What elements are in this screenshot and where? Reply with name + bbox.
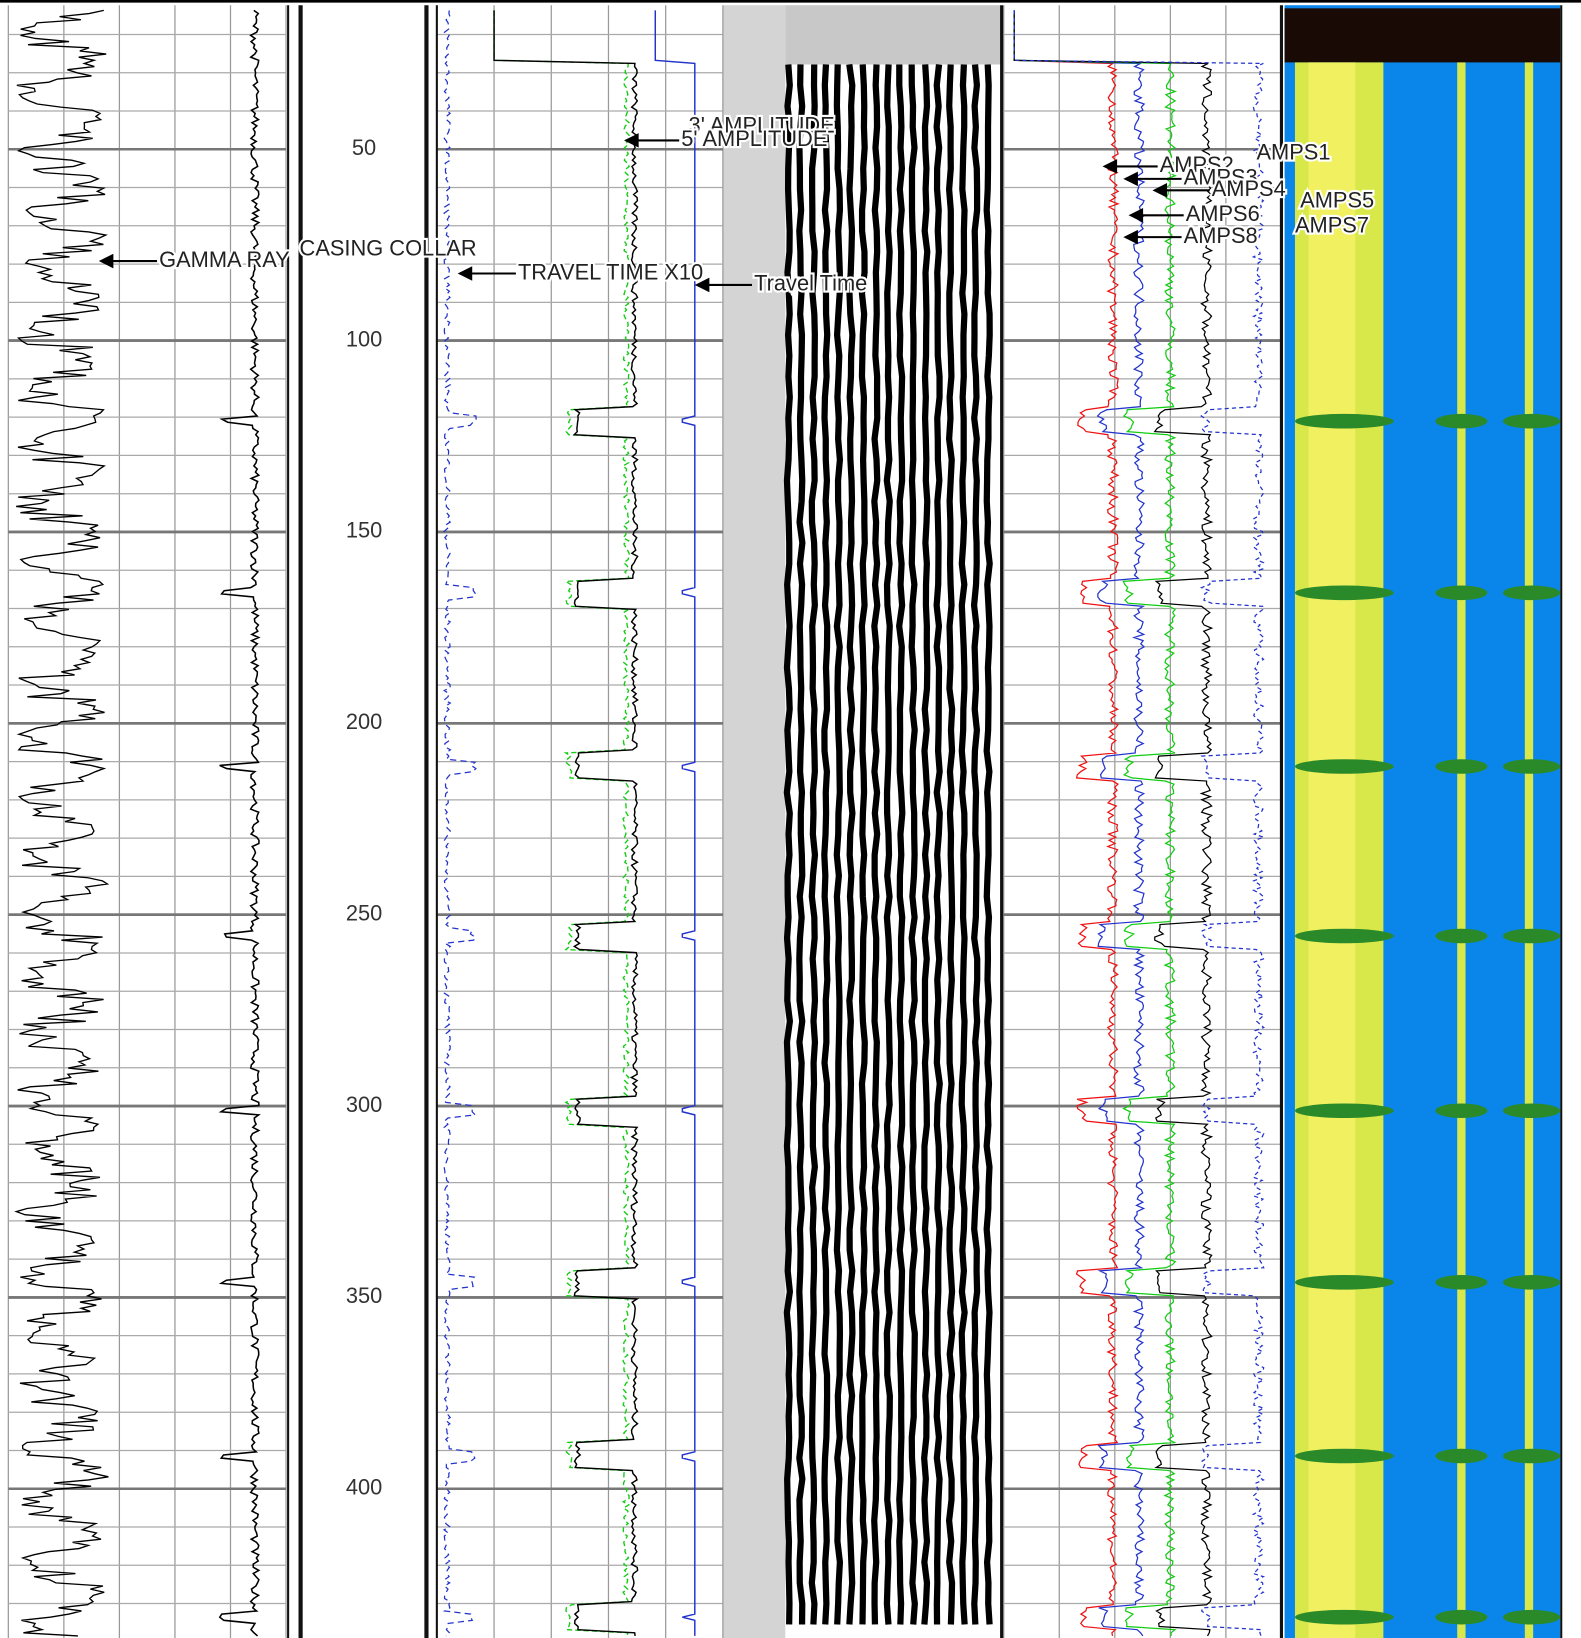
- curve-label: AMPS5: [1300, 188, 1374, 213]
- curve-label: AMPS7: [1295, 212, 1369, 237]
- cmap-collar: [1502, 1609, 1561, 1625]
- cmap-collar: [1435, 1448, 1488, 1464]
- travel-time-curve: [654, 10, 696, 1636]
- waveform-stripe: [833, 64, 844, 1625]
- cmap-line: [1457, 62, 1466, 1638]
- arrow-head: [694, 277, 710, 293]
- amps-curve: [1013, 10, 1178, 1636]
- cmap-line: [1524, 62, 1534, 1638]
- arrow-head: [1152, 183, 1168, 198]
- amplitude-5-curve: [493, 10, 640, 1637]
- depth-label: 50: [352, 135, 376, 160]
- waveform-stripe: [908, 64, 918, 1625]
- curve-label: 3' AMPLITUDE: [689, 113, 835, 138]
- curve-label: Travel Time: [754, 271, 867, 296]
- waveform-stripe: [958, 64, 968, 1625]
- waveform-top: [785, 5, 1001, 65]
- cmap-collar: [1502, 759, 1561, 774]
- depth-label: 150: [346, 518, 382, 543]
- amps-curve: [1013, 10, 1266, 1637]
- curve-label: AMPS4: [1212, 176, 1286, 201]
- arrow-head: [98, 253, 114, 269]
- cmap-collar: [1294, 1103, 1394, 1118]
- curve-label: AMPS2: [1160, 152, 1234, 177]
- curve-label: 5' AMPLITUDE: [681, 126, 827, 151]
- curve-label: AMPS3: [1184, 165, 1258, 190]
- cmap-collar: [1294, 585, 1394, 601]
- cmap-collar: [1294, 1448, 1394, 1464]
- waveform-stripe: [883, 64, 893, 1625]
- arrow-head: [1123, 171, 1138, 187]
- waveform-stripe: [846, 64, 856, 1625]
- cmap-collar: [1435, 928, 1488, 944]
- arrow-head: [1123, 229, 1138, 245]
- depth-label: 400: [346, 1475, 382, 1500]
- curve-label: TRAVEL TIME X10: [518, 259, 703, 284]
- cmap-collar: [1502, 585, 1561, 601]
- waveform-stripe: [796, 64, 806, 1625]
- waveform-stripe: [783, 64, 794, 1625]
- arrow-head: [624, 133, 639, 148]
- cmap-collar: [1435, 759, 1488, 774]
- amps-curve: [1013, 10, 1214, 1637]
- cmap-collar: [1435, 585, 1488, 601]
- waveform-stripe: [821, 64, 831, 1625]
- waveform-stripe: [871, 64, 881, 1625]
- cmap-collar: [1502, 413, 1561, 429]
- waveform-stripe: [808, 64, 819, 1625]
- amps-curve: [1013, 10, 1120, 1637]
- cmap-collar: [1294, 1609, 1394, 1625]
- cmap-band-core: [1308, 62, 1356, 1638]
- arrow-head: [457, 266, 473, 281]
- gamma-ray-curve: [14, 9, 110, 1637]
- waveform-stripe: [970, 64, 981, 1625]
- cmap-collar: [1435, 413, 1488, 429]
- cmap-collar: [1435, 1275, 1488, 1290]
- tracks: 50 100 150 200 250 300 350 400 GAMMA RAY CASING C…: [7, 5, 1563, 1638]
- amps-curve: [1013, 10, 1146, 1637]
- arrow-head: [1128, 208, 1144, 223]
- cmap-collar: [1294, 1275, 1394, 1290]
- curve-label: AMPS6: [1186, 201, 1260, 226]
- depth-label: 350: [346, 1283, 382, 1308]
- waveform-gray: [722, 5, 786, 1638]
- waveform-stripe: [921, 64, 931, 1625]
- waveform-stripe: [896, 64, 906, 1625]
- curve-label: AMPS8: [1184, 223, 1258, 248]
- curve-label: GAMMA RAY: [159, 247, 290, 272]
- cmap-top: [1284, 8, 1561, 63]
- curve-label: CASING COLLAR: [300, 235, 477, 260]
- cmap-collar: [1502, 1103, 1561, 1118]
- waveform-stripe: [983, 64, 993, 1625]
- casing-collar-curve: [218, 9, 261, 1637]
- waveform-stripe: [858, 64, 868, 1625]
- cmap-collar: [1435, 1609, 1488, 1625]
- cmap-collar: [1435, 1103, 1488, 1118]
- cmap-collar: [1294, 413, 1394, 429]
- cmap-collar: [1502, 928, 1561, 944]
- curve-label: AMPS1: [1256, 140, 1330, 165]
- waveform-stripe: [933, 64, 943, 1625]
- cmap-collar: [1502, 1448, 1561, 1464]
- depth-label: 300: [346, 1092, 382, 1117]
- cmap-collar: [1294, 928, 1394, 944]
- waveform-stripe: [945, 64, 956, 1625]
- depth-label: 100: [346, 326, 382, 351]
- depth-label: 250: [346, 900, 382, 925]
- arrow-head: [1102, 159, 1118, 174]
- cmap-collar: [1502, 1275, 1561, 1290]
- travel-time-x10-curve: [442, 10, 477, 1637]
- depth-label: 200: [346, 709, 382, 734]
- cmap-collar: [1294, 759, 1394, 774]
